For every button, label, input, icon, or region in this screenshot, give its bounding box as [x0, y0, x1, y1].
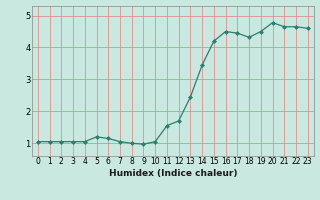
X-axis label: Humidex (Indice chaleur): Humidex (Indice chaleur) — [108, 169, 237, 178]
